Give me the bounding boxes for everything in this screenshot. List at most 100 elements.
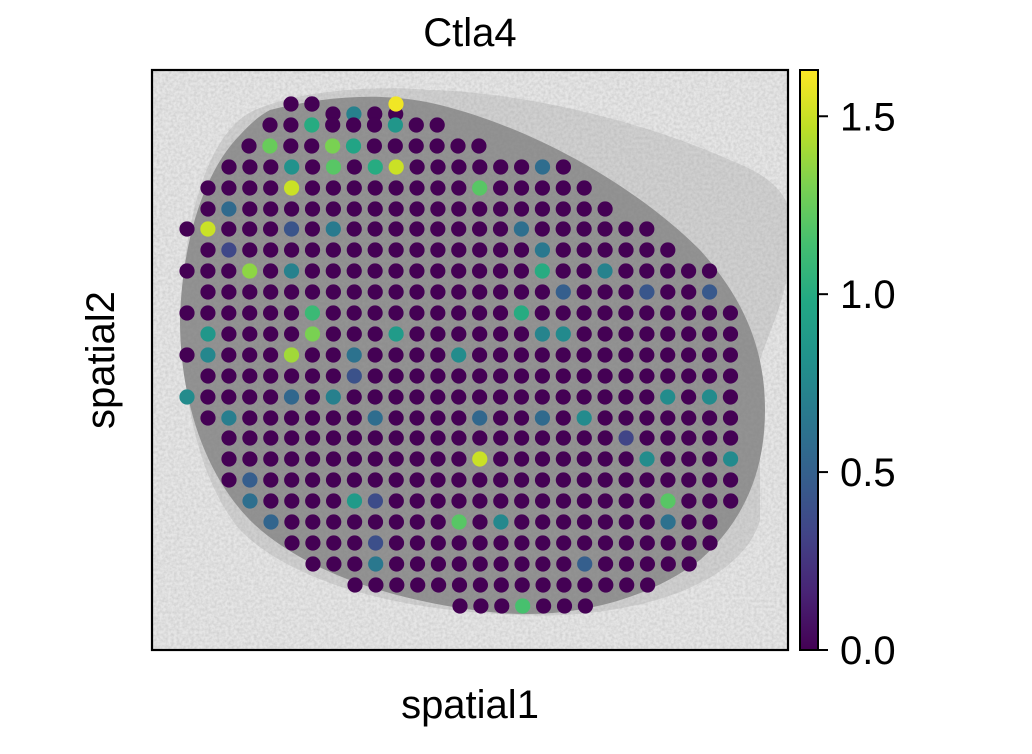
- chart-title: Ctla4: [423, 11, 516, 55]
- scatter-spot: [304, 284, 321, 300]
- scatter-spot: [619, 577, 635, 593]
- scatter-spot: [430, 242, 446, 258]
- scatter-spot: [347, 535, 363, 551]
- scatter-spot: [367, 430, 383, 446]
- scatter-spot: [200, 326, 216, 342]
- scatter-spot: [597, 514, 614, 530]
- scatter-spot: [263, 451, 279, 467]
- scatter-spot: [326, 514, 342, 530]
- scatter-spot: [639, 389, 655, 405]
- scatter-spot: [576, 263, 592, 279]
- scatter-spot: [493, 410, 509, 426]
- scatter-spot: [430, 326, 446, 342]
- scatter-spot: [179, 305, 195, 321]
- scatter-spot: [242, 451, 258, 467]
- scatter-spot: [367, 284, 383, 300]
- scatter-spot: [472, 535, 488, 551]
- scatter-spot: [597, 410, 613, 426]
- scatter-spot: [388, 263, 404, 279]
- scatter-spot: [367, 389, 383, 405]
- scatter-spot: [409, 451, 425, 467]
- scatter-spot: [493, 556, 509, 572]
- scatter-spot: [472, 305, 488, 321]
- scatter-spot: [597, 451, 613, 467]
- scatter-spot: [576, 326, 592, 342]
- scatter-spot: [577, 577, 593, 593]
- scatter-spot: [472, 368, 488, 384]
- scatter-spot: [325, 263, 341, 279]
- scatter-spot: [346, 347, 362, 363]
- scatter-spot: [493, 430, 509, 446]
- scatter-spot: [242, 347, 258, 363]
- scatter-spot: [660, 389, 676, 405]
- scatter-spot: [618, 242, 634, 258]
- scatter-spot: [513, 221, 530, 237]
- scatter-spot: [200, 201, 216, 217]
- scatter-spot: [513, 284, 530, 300]
- scatter-spot: [576, 368, 592, 384]
- scatter-spot: [451, 326, 467, 342]
- scatter-spot: [618, 389, 634, 405]
- scatter-spot: [681, 410, 697, 426]
- scatter-spot: [513, 242, 530, 258]
- scatter-spot: [430, 430, 446, 446]
- scatter-spot: [618, 430, 634, 446]
- scatter-spot: [514, 472, 530, 488]
- scatter-spot: [555, 305, 571, 321]
- scatter-spot: [408, 138, 424, 154]
- scatter-spot: [179, 347, 195, 363]
- scatter-spot: [430, 368, 446, 384]
- scatter-spot: [472, 284, 488, 300]
- scatter-spot: [241, 138, 257, 154]
- scatter-spot: [284, 493, 300, 509]
- scatter-spot: [639, 493, 655, 509]
- scatter-spot: [576, 472, 592, 488]
- scatter-spot: [639, 263, 655, 279]
- scatter-spot: [639, 368, 655, 384]
- plot-frame: [150, 68, 790, 652]
- scatter-spot: [493, 493, 509, 509]
- scatter-spot: [660, 451, 676, 467]
- scatter-spot: [346, 242, 362, 258]
- scatter-spot: [242, 263, 258, 279]
- scatter-spot: [618, 305, 634, 321]
- scatter-spot: [284, 410, 300, 426]
- scatter-spot: [660, 472, 676, 488]
- scatter-spot: [660, 410, 676, 426]
- scatter-spot: [597, 472, 613, 488]
- scatter-spot: [681, 556, 697, 572]
- scatter-spot: [367, 493, 383, 509]
- scatter-spot: [472, 493, 488, 509]
- scatter-spot: [723, 430, 739, 446]
- colorbar-tick-label: 0.5: [840, 451, 896, 495]
- scatter-spot: [305, 159, 321, 175]
- scatter-spot: [325, 201, 341, 217]
- scatter-spot: [472, 159, 488, 175]
- scatter-spot: [618, 472, 634, 488]
- scatter-spot: [472, 263, 488, 279]
- scatter-spot: [409, 305, 425, 321]
- scatter-spot: [367, 451, 383, 467]
- scatter-spot: [304, 221, 320, 237]
- scatter-spot: [513, 368, 530, 384]
- scatter-spot: [451, 242, 467, 258]
- scatter-spot: [702, 535, 718, 551]
- scatter-spot: [513, 305, 530, 321]
- scatter-spot: [263, 284, 279, 300]
- scatter-spot: [284, 201, 300, 217]
- scatter-spot: [388, 326, 404, 342]
- scatter-spot: [387, 117, 403, 133]
- scatter-spot: [388, 410, 404, 426]
- scatter-spot: [618, 493, 634, 509]
- scatter-spot: [304, 117, 320, 133]
- scatter-spot: [430, 472, 446, 488]
- scatter-spot: [598, 556, 614, 572]
- scatter-spot: [325, 451, 342, 467]
- scatter-spot: [701, 305, 718, 321]
- scatter-spot: [450, 138, 466, 154]
- scatter-spot: [576, 410, 592, 426]
- scatter-spot: [325, 159, 342, 175]
- scatter-spot: [576, 451, 592, 467]
- scatter-spot: [263, 263, 279, 279]
